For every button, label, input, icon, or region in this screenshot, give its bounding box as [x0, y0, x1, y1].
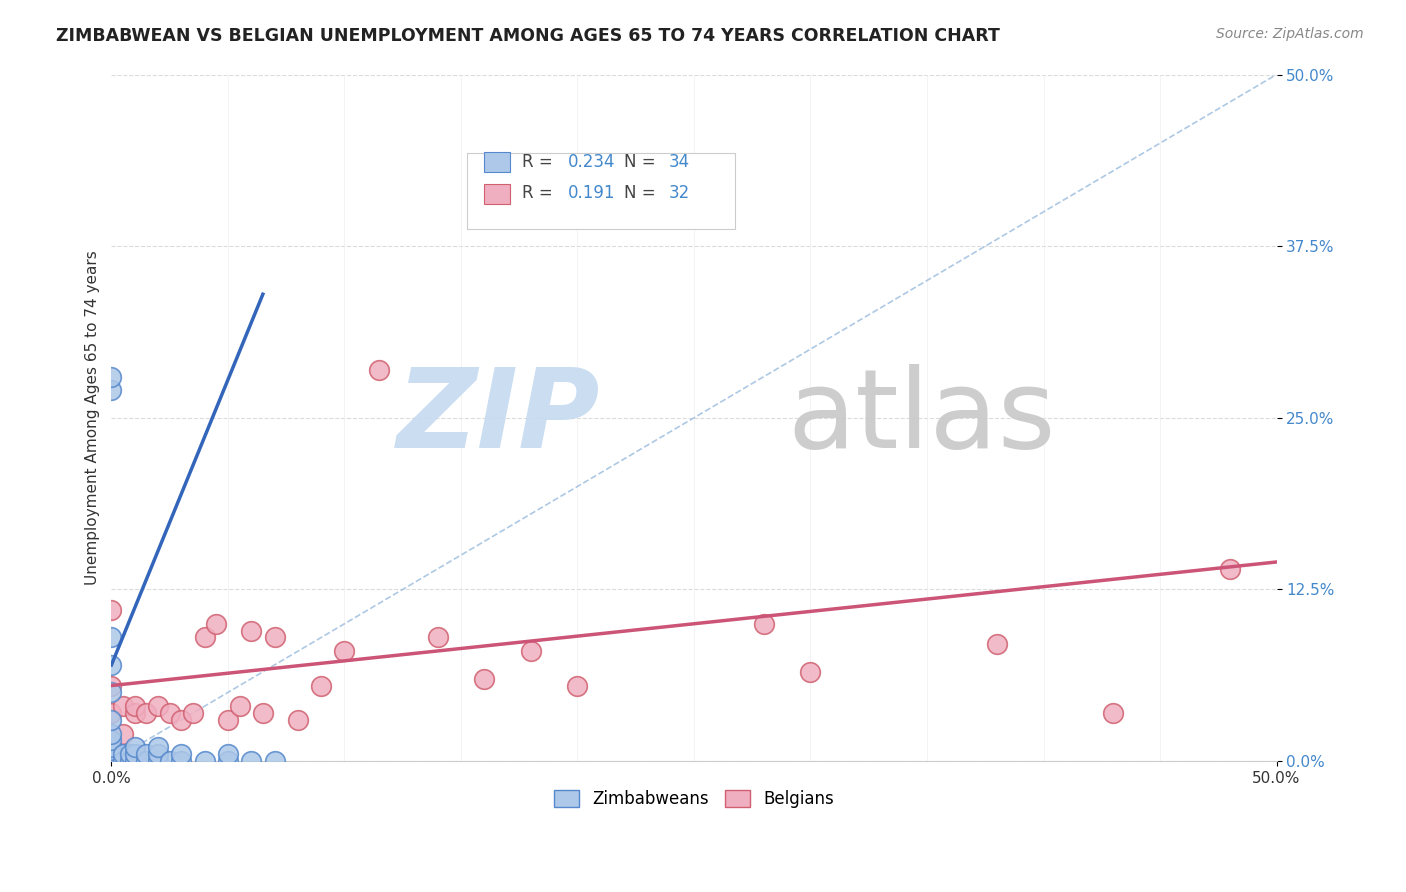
- Point: [124, 706, 146, 720]
- Point: [100, 603, 122, 617]
- Point: [217, 754, 239, 768]
- Point: [100, 679, 122, 693]
- Point: [170, 754, 193, 768]
- Point: [100, 685, 122, 699]
- Point: [118, 754, 141, 768]
- Point: [170, 713, 193, 727]
- Point: [333, 644, 356, 658]
- Text: 0.234: 0.234: [568, 153, 616, 170]
- Point: [100, 726, 122, 740]
- Point: [799, 665, 821, 679]
- Point: [100, 754, 122, 768]
- Point: [112, 726, 135, 740]
- Point: [135, 754, 157, 768]
- Point: [986, 637, 1008, 651]
- Point: [100, 384, 122, 398]
- Point: [146, 754, 169, 768]
- Text: 0.191: 0.191: [568, 185, 616, 202]
- FancyBboxPatch shape: [484, 153, 510, 172]
- Point: [100, 369, 122, 384]
- Text: N =: N =: [624, 153, 661, 170]
- Point: [100, 713, 122, 727]
- Point: [146, 740, 169, 755]
- Point: [520, 644, 543, 658]
- Point: [217, 713, 239, 727]
- Point: [194, 754, 217, 768]
- FancyBboxPatch shape: [467, 153, 735, 229]
- Point: [146, 699, 169, 714]
- Point: [368, 363, 391, 377]
- Point: [135, 747, 157, 762]
- Point: [472, 672, 495, 686]
- Point: [205, 616, 228, 631]
- Point: [100, 754, 122, 768]
- Text: R =: R =: [522, 185, 558, 202]
- Point: [100, 743, 122, 757]
- Point: [426, 631, 449, 645]
- Point: [135, 706, 157, 720]
- Point: [228, 699, 250, 714]
- Point: [159, 754, 181, 768]
- Point: [170, 747, 193, 762]
- Point: [124, 740, 146, 755]
- Point: [194, 631, 217, 645]
- Point: [217, 747, 239, 762]
- Point: [263, 631, 285, 645]
- Point: [1102, 706, 1125, 720]
- Point: [240, 624, 263, 638]
- Text: 32: 32: [668, 185, 689, 202]
- Legend: Zimbabweans, Belgians: Zimbabweans, Belgians: [547, 783, 841, 814]
- Point: [124, 699, 146, 714]
- Point: [100, 631, 122, 645]
- Point: [112, 747, 135, 762]
- Point: [1219, 562, 1241, 576]
- Point: [100, 657, 122, 672]
- Point: [100, 706, 122, 720]
- Text: Source: ZipAtlas.com: Source: ZipAtlas.com: [1216, 27, 1364, 41]
- Point: [100, 733, 122, 747]
- Point: [263, 754, 285, 768]
- Point: [146, 747, 169, 762]
- Point: [112, 754, 135, 768]
- Point: [124, 747, 146, 762]
- Text: ZIMBABWEAN VS BELGIAN UNEMPLOYMENT AMONG AGES 65 TO 74 YEARS CORRELATION CHART: ZIMBABWEAN VS BELGIAN UNEMPLOYMENT AMONG…: [56, 27, 1000, 45]
- Point: [181, 706, 204, 720]
- Point: [752, 616, 775, 631]
- Point: [100, 740, 122, 755]
- Text: N =: N =: [624, 185, 661, 202]
- Point: [112, 699, 135, 714]
- Text: 34: 34: [668, 153, 689, 170]
- Y-axis label: Unemployment Among Ages 65 to 74 years: Unemployment Among Ages 65 to 74 years: [86, 251, 100, 585]
- Point: [252, 706, 274, 720]
- Point: [100, 754, 122, 768]
- Point: [567, 679, 589, 693]
- Point: [287, 713, 309, 727]
- Point: [100, 747, 122, 762]
- Point: [240, 754, 263, 768]
- Text: atlas: atlas: [787, 364, 1056, 471]
- Point: [309, 679, 332, 693]
- Text: R =: R =: [522, 153, 558, 170]
- FancyBboxPatch shape: [484, 184, 510, 203]
- Point: [159, 706, 181, 720]
- Point: [124, 754, 146, 768]
- Point: [118, 747, 141, 762]
- Text: ZIP: ZIP: [398, 364, 600, 471]
